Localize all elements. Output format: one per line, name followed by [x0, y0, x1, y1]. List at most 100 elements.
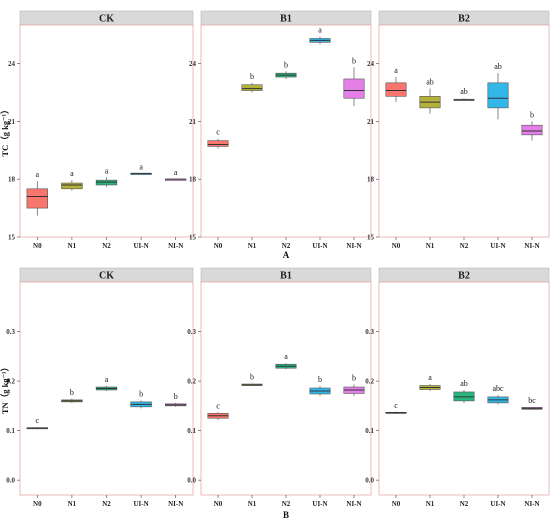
- x-tick-label: N1: [248, 242, 257, 250]
- y-tick-label: 24: [367, 60, 375, 68]
- significance-letter: c: [394, 401, 398, 410]
- significance-letter: a: [105, 375, 109, 384]
- y-tick-label: 0.0: [6, 477, 15, 485]
- significance-letter: b: [352, 374, 356, 383]
- x-tick-label: UI-N: [134, 242, 149, 250]
- significance-letter: c: [216, 128, 220, 137]
- x-tick-label: N2: [460, 242, 469, 250]
- facet-strip-label: CK: [99, 271, 114, 282]
- x-tick-label: NI-N: [168, 242, 183, 250]
- y-tick-label: 18: [367, 176, 375, 184]
- x-tick-label: N1: [248, 500, 257, 508]
- chart-panel-bottom-ck: CK 0.0 0.1 0.2 0.3 TN（g kg⁻¹） N0 c N1 b N2 a UI-N b NI…: [0, 267, 194, 508]
- chart-panel-bottom-b1: B1 0.0 0.1 0.2 0.3 N0 c N1 b N2 a UI-N b NI-N b: [187, 267, 372, 508]
- x-tick-label: N0: [214, 500, 223, 508]
- significance-letter: c: [216, 401, 220, 410]
- y-tick-label: 0.1: [365, 427, 374, 435]
- significance-letter: a: [139, 162, 143, 171]
- y-tick-label: 15: [8, 234, 16, 242]
- significance-letter: a: [318, 26, 322, 35]
- y-tick-label: 0.3: [6, 328, 15, 336]
- y-tick-label: 24: [189, 60, 197, 68]
- y-axis-label: TC（g kg⁻¹）: [0, 105, 10, 156]
- y-tick-label: 0.2: [6, 378, 15, 386]
- box: [207, 140, 229, 147]
- x-tick-label: N1: [68, 242, 77, 250]
- facet-strip-label: B1: [280, 271, 292, 282]
- y-tick-label: 18: [189, 176, 197, 184]
- y-tick-label: 0.1: [187, 427, 196, 435]
- significance-letter: ab: [426, 78, 434, 87]
- facet-strip-label: B1: [280, 14, 292, 25]
- box: [26, 188, 48, 209]
- facet-strip-label: CK: [99, 14, 114, 25]
- significance-letter: b: [139, 389, 143, 398]
- y-tick-label: 15: [367, 234, 375, 242]
- x-tick-label: N2: [102, 500, 111, 508]
- box: [61, 182, 83, 190]
- x-tick-label: N1: [426, 500, 435, 508]
- significance-letter: b: [318, 375, 322, 384]
- significance-letter: a: [428, 373, 432, 382]
- x-tick-label: UI-N: [134, 500, 149, 508]
- facet-strip-label: B2: [458, 14, 470, 25]
- plot-area: [19, 24, 194, 238]
- x-tick-label: N0: [392, 242, 401, 250]
- y-tick-label: 0.3: [187, 328, 196, 336]
- x-tick-label: NI-N: [524, 242, 539, 250]
- significance-letter: ab: [494, 62, 502, 71]
- y-axis-label: TN（g kg⁻¹）: [0, 363, 10, 414]
- significance-letter: a: [70, 169, 74, 178]
- significance-letter: ab: [460, 379, 468, 388]
- significance-letter: b: [70, 388, 74, 397]
- plot-area: [200, 24, 372, 238]
- panel-label-b: B: [283, 510, 289, 520]
- y-tick-label: 0.2: [365, 378, 374, 386]
- chart-panel-top-b2: B2 15 18 21 24 N0 a N1 ab N2 ab UI-N ab NI-N b: [367, 10, 550, 250]
- facet-strip-label: B2: [458, 271, 470, 282]
- panel-label-a: A: [283, 250, 290, 260]
- box: [343, 78, 365, 99]
- significance-letter: b: [284, 60, 288, 69]
- x-tick-label: UI-N: [490, 242, 505, 250]
- significance-letter: ab: [460, 87, 468, 96]
- significance-letter: b: [352, 56, 356, 65]
- significance-letter: b: [174, 392, 178, 401]
- box: [385, 82, 407, 97]
- y-tick-label: 18: [8, 176, 16, 184]
- y-tick-label: 0.2: [187, 378, 196, 386]
- x-tick-label: NI-N: [168, 500, 183, 508]
- significance-letter: a: [394, 66, 398, 75]
- x-tick-label: N2: [282, 242, 291, 250]
- x-tick-label: N2: [282, 500, 291, 508]
- significance-letter: a: [36, 170, 40, 179]
- significance-letter: c: [36, 416, 40, 425]
- significance-letter: a: [105, 166, 109, 175]
- y-tick-label: 0.0: [187, 477, 196, 485]
- x-tick-label: N0: [392, 500, 401, 508]
- x-tick-label: NI-N: [346, 500, 361, 508]
- chart-panel-top-b1: B1 15 18 21 24 N0 c N1 b N2 b UI-N a NI-N b: [189, 10, 372, 250]
- significance-letter: bc: [528, 396, 536, 405]
- chart-panel-bottom-b2: B2 0.0 0.1 0.2 0.3 N0 c N1 a N2 ab UI-N abc NI-N bc: [365, 267, 550, 508]
- x-tick-label: N0: [214, 242, 223, 250]
- x-tick-label: UI-N: [312, 500, 327, 508]
- y-tick-label: 21: [367, 118, 375, 126]
- x-tick-label: NI-N: [346, 242, 361, 250]
- box: [521, 124, 543, 136]
- chart-panel-top-ck: CK 15 18 21 24 TC（g kg⁻¹） N0 a N1 a N2 a UI-N a NI-N a: [0, 10, 194, 250]
- x-tick-label: NI-N: [524, 500, 539, 508]
- y-tick-label: 15: [189, 234, 197, 242]
- box: [241, 84, 263, 91]
- x-tick-label: N1: [68, 500, 77, 508]
- x-tick-label: N1: [426, 242, 435, 250]
- x-tick-label: N2: [102, 242, 111, 250]
- y-tick-label: 0.0: [365, 477, 374, 485]
- x-tick-label: N0: [33, 500, 42, 508]
- significance-letter: abc: [492, 384, 504, 393]
- y-tick-label: 0.3: [365, 328, 374, 336]
- y-tick-label: 21: [8, 118, 16, 126]
- x-tick-label: UI-N: [490, 500, 505, 508]
- y-tick-label: 21: [189, 118, 197, 126]
